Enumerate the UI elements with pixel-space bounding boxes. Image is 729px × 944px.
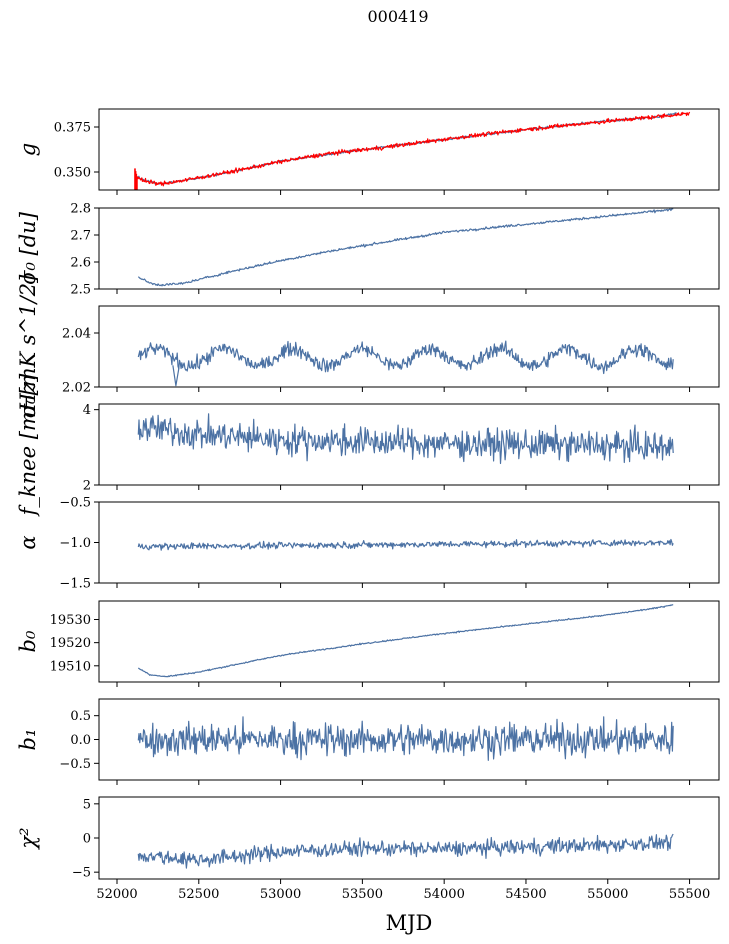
- panel-frame: [98, 305, 720, 388]
- panel-b1: −0.5 0.0 0.5 b₁: [16, 698, 720, 785]
- panels: 0.350 0.375 g 2.5 2.6 2.7 2.8 σ₀ [du] 2.02 2.04 σ₀…: [16, 108, 720, 902]
- panel-frame: [98, 403, 720, 486]
- y-tick-label: 0: [83, 832, 91, 847]
- y-axis-label-g: g: [16, 143, 40, 156]
- series-line-chi2: [137, 833, 674, 869]
- y-tick-label: 2.02: [62, 381, 91, 396]
- y-axis-label-sigma0_mk: σ₀[mK s^1/2]: [16, 274, 40, 418]
- y-axis-label-b0: b₀: [16, 630, 40, 652]
- x-tick-label: 55000: [587, 887, 628, 902]
- panel-alpha: −1.5 −1.0 −0.5 α: [16, 496, 720, 592]
- series-group: [137, 208, 674, 287]
- y-tick-label: 2: [83, 479, 91, 494]
- y-tick-label: 0.5: [70, 709, 91, 724]
- y-tick-label: −0.5: [59, 757, 91, 772]
- x-tick-label: 55500: [669, 887, 710, 902]
- y-tick-label: 0.0: [70, 733, 91, 748]
- panel-frame: [98, 698, 720, 781]
- panel-frame: [98, 501, 720, 584]
- series-group: [137, 538, 674, 551]
- panel-chi2: −5 0 5 52000 52500 53000 53500 54000 54500 55000 5…: [16, 796, 720, 902]
- y-tick-label: 2.04: [62, 327, 91, 342]
- y-tick-label: 2.5: [70, 283, 91, 298]
- series-line-b0: [137, 604, 674, 678]
- x-tick-label: 52500: [178, 887, 219, 902]
- series-line-b1: [137, 716, 674, 761]
- y-tick-label: 4: [83, 403, 91, 418]
- series-group: [137, 340, 674, 387]
- y-tick-label: 2.8: [70, 202, 91, 217]
- panel-b0: 19510 19520 19530 b₀: [16, 600, 720, 687]
- series-group: [137, 716, 674, 761]
- y-axis-label-b1: b₁: [16, 729, 40, 751]
- y-tick-label: 19510: [50, 659, 91, 674]
- fit-line: [134, 111, 691, 187]
- x-tick-label: 53500: [342, 887, 383, 902]
- y-tick-label: 2.7: [70, 229, 91, 244]
- y-tick-label: −5: [72, 866, 91, 881]
- y-axis-label-alpha: α: [16, 535, 40, 549]
- figure-title: 000419: [367, 7, 428, 26]
- y-tick-label: 5: [83, 797, 91, 812]
- y-axis-label-fknee: f_knee [mHz]: [16, 373, 40, 518]
- y-axis-label-chi2: χ²: [16, 827, 40, 850]
- y-tick-label: −1.5: [59, 577, 91, 592]
- y-tick-label: 2.6: [70, 256, 91, 271]
- y-tick-label: −1.0: [59, 536, 91, 551]
- x-tick-label: 53000: [260, 887, 301, 902]
- panel-fknee: 2 4 f_knee [mHz]: [16, 373, 720, 518]
- y-tick-label: −0.5: [59, 496, 91, 511]
- series-line-alpha: [137, 538, 674, 551]
- x-tick-label: 52000: [96, 887, 137, 902]
- panel-sigma0_mk: 2.02 2.04 σ₀[mK s^1/2]: [16, 274, 720, 418]
- y-tick-label: 19520: [50, 636, 91, 651]
- series-line-sigma0_mk: [137, 340, 674, 375]
- series-line-fknee: [137, 413, 674, 465]
- panel-frame: [98, 108, 720, 191]
- series-group: [137, 604, 674, 678]
- x-tick-label: 54500: [505, 887, 546, 902]
- panel-g: 0.350 0.375 g: [16, 108, 720, 195]
- x-axis-label: MJD: [386, 911, 433, 935]
- panel-sigma0: 2.5 2.6 2.7 2.8 σ₀ [du]: [16, 202, 720, 298]
- x-tick-label: 54000: [423, 887, 464, 902]
- series-group: [134, 111, 691, 190]
- series-group: [137, 833, 674, 869]
- series-group: [137, 413, 674, 465]
- y-axis-label-sigma0: σ₀ [du]: [16, 211, 40, 285]
- panel-frame: [98, 207, 720, 290]
- panel-frame: [98, 796, 720, 880]
- y-tick-label: 0.350: [54, 166, 91, 181]
- series-line-sigma0: [137, 208, 674, 287]
- y-tick-label: 19530: [50, 613, 91, 628]
- y-tick-label: 0.375: [54, 121, 91, 136]
- series-dip: [172, 365, 180, 387]
- panel-frame: [98, 600, 720, 683]
